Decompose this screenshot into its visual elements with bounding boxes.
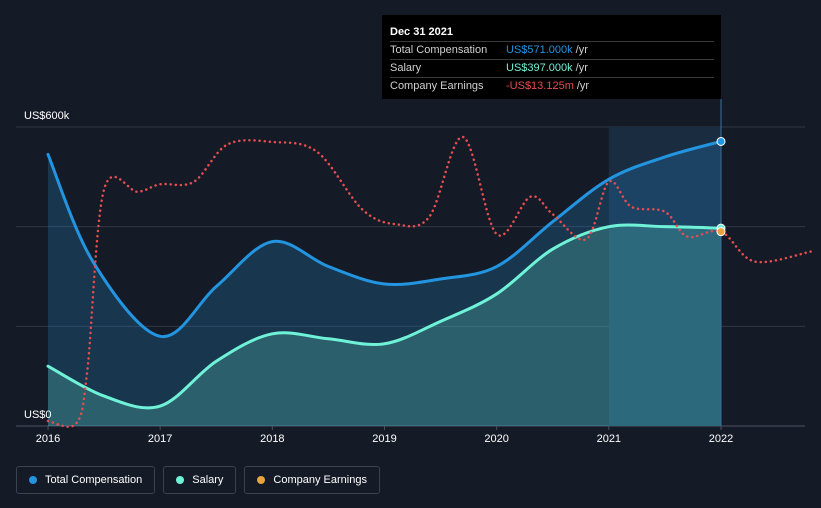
tooltip-unit: /yr (575, 44, 588, 56)
y-label-bottom: US$0 (24, 409, 52, 421)
tooltip: Dec 31 2021 Total Compensation US$571.00… (382, 15, 721, 99)
legend-dot-icon (176, 476, 185, 484)
highlight-marker (716, 227, 726, 237)
legend-dot-icon (257, 476, 266, 484)
compensation-chart: US$600k US$0 2016 2017 2018 2019 2020 2021 202… (16, 99, 812, 445)
series-line (46, 139, 723, 338)
x-tick-label: 2016 (36, 433, 60, 445)
highlight-marker (716, 136, 726, 146)
tooltip-label: Total Compensation (390, 44, 488, 56)
tooltip-row-total: Total Compensation US$571.000k /yr (390, 42, 714, 60)
tooltip-row-salary: Salary US$397.000k /yr (390, 60, 714, 78)
legend-label: Company Earnings (273, 474, 367, 486)
x-tick-label: 2019 (372, 433, 396, 445)
tooltip-unit: /yr (576, 80, 590, 92)
y-label-top: US$600k (24, 110, 70, 122)
legend-dot-icon (29, 476, 37, 484)
x-tick-label: 2022 (709, 433, 733, 445)
tooltip-value: US$397.000k (506, 62, 573, 74)
series-area (48, 141, 721, 426)
series-lines (46, 135, 812, 428)
x-tick-label: 2017 (148, 433, 172, 445)
series-area (48, 224, 721, 426)
highlight-markers (716, 136, 726, 237)
legend-label: Salary (192, 474, 224, 486)
tooltip-value: US$571.000k (506, 44, 573, 56)
tooltip-value: -US$13.125m (506, 80, 574, 92)
series-line-dotted (46, 135, 812, 428)
series-areas (48, 141, 721, 426)
tooltip-unit: /yr (575, 62, 588, 74)
legend-salary[interactable]: Salary (163, 466, 237, 494)
legend-label: Total Compensation (45, 474, 143, 486)
x-axis-ticks: 2016 2017 2018 2019 2020 2021 2022 (36, 426, 733, 445)
x-tick-label: 2021 (597, 433, 621, 445)
series-line (46, 223, 723, 410)
x-tick-label: 2020 (484, 433, 508, 445)
x-tick-label: 2018 (260, 433, 284, 445)
legend-total-compensation[interactable]: Total Compensation (16, 466, 156, 494)
legend: Total Compensation Salary Company Earnin… (16, 466, 380, 494)
tooltip-title: Dec 31 2021 (390, 23, 714, 42)
highlight-band (608, 127, 721, 426)
tooltip-label: Company Earnings (390, 80, 484, 92)
tooltip-row-earnings: Company Earnings -US$13.125m /yr (390, 78, 714, 95)
tooltip-label: Salary (390, 62, 422, 74)
legend-company-earnings[interactable]: Company Earnings (244, 466, 380, 494)
